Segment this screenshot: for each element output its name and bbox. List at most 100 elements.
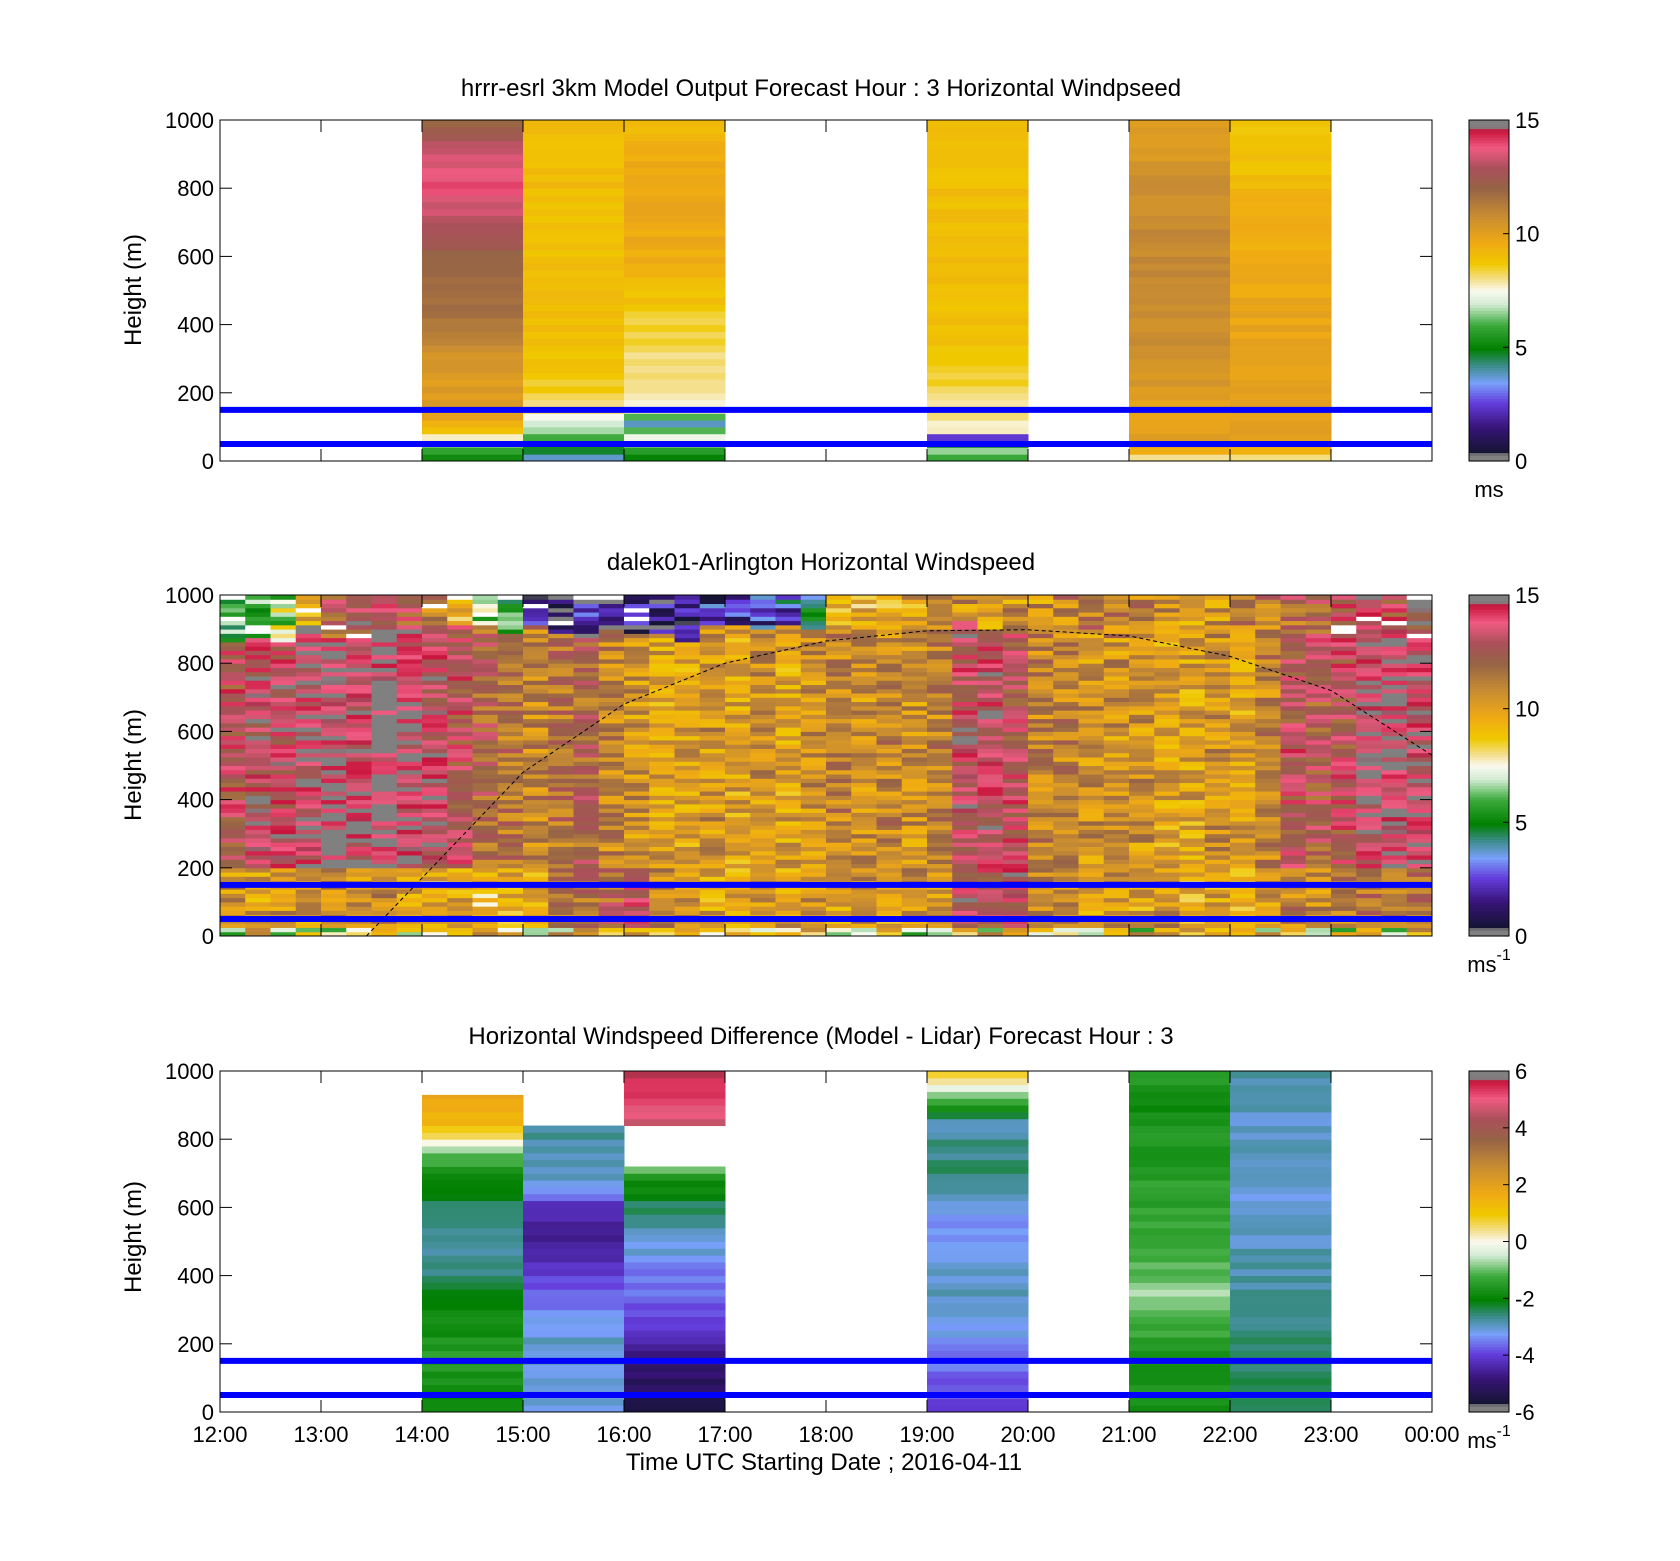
heatmap-cell xyxy=(598,816,625,822)
heatmap-cell xyxy=(800,637,827,643)
heatmap-cell xyxy=(775,855,802,860)
heatmap-cell xyxy=(1129,242,1231,251)
heatmap-cell xyxy=(927,1084,1029,1092)
heatmap-cell xyxy=(876,684,903,690)
heatmap-cell xyxy=(624,249,726,257)
heatmap-cell xyxy=(422,846,448,852)
heatmap-cell xyxy=(800,705,827,711)
colorbar-swatch xyxy=(1469,1241,1509,1245)
colorbar-swatch xyxy=(1469,1267,1509,1271)
heatmap-cell xyxy=(422,1330,524,1338)
heatmap-cell xyxy=(699,872,726,877)
heatmap-cell xyxy=(1255,680,1281,686)
heatmap-cell xyxy=(1204,675,1231,681)
heatmap-cell xyxy=(1356,735,1382,741)
heatmap-cell xyxy=(1028,867,1054,873)
heatmap-cell xyxy=(1331,795,1357,801)
heatmap-cell xyxy=(1154,607,1180,613)
heatmap-cell xyxy=(573,829,600,835)
heatmap-cell xyxy=(1230,1125,1332,1133)
heatmap-cell xyxy=(927,181,1029,189)
heatmap-cell xyxy=(624,607,650,613)
panel-lidar: dalek01-Arlington Horizontal Windspeed H… xyxy=(120,549,1539,977)
heatmap-cell xyxy=(422,680,448,686)
heatmap-cell xyxy=(1078,756,1105,762)
heatmap-cell xyxy=(624,816,650,822)
heatmap-cell xyxy=(548,684,574,690)
heatmap-cell xyxy=(1129,646,1155,651)
heatmap-cell xyxy=(699,850,726,856)
heatmap-cell xyxy=(1053,812,1079,818)
heatmap-cell xyxy=(1053,782,1079,788)
heatmap-cell xyxy=(927,599,953,605)
heatmap-cell xyxy=(1154,624,1180,630)
heatmap-cell xyxy=(1230,748,1256,754)
heatmap-cell xyxy=(548,778,574,784)
heatmap-cell xyxy=(1129,1146,1231,1154)
heatmap-cell xyxy=(1331,876,1357,882)
heatmap-cell xyxy=(1406,867,1433,873)
heatmap-cell xyxy=(396,791,423,796)
heatmap-cell xyxy=(725,607,751,613)
heatmap-cell xyxy=(396,855,423,860)
heatmap-cell xyxy=(1381,675,1408,681)
heatmap-cell xyxy=(1028,667,1054,673)
heatmap-cell xyxy=(396,752,423,758)
heatmap-cell xyxy=(775,680,802,686)
colorbar-swatch xyxy=(1469,165,1509,169)
heatmap-cell xyxy=(1129,1282,1231,1290)
heatmap-cell xyxy=(800,863,827,869)
heatmap-cell xyxy=(321,786,347,792)
heatmap-cell xyxy=(775,718,802,724)
heatmap-cell xyxy=(598,722,625,728)
heatmap-cell xyxy=(624,310,726,319)
heatmap-cell xyxy=(826,714,852,720)
heatmap-cell xyxy=(422,1350,524,1358)
heatmap-cell xyxy=(598,718,625,724)
heatmap-cell xyxy=(927,358,1029,367)
heatmap-cell xyxy=(573,705,600,711)
heatmap-cell xyxy=(422,701,448,707)
heatmap-cell xyxy=(1230,1105,1332,1113)
heatmap-cell xyxy=(1103,688,1130,694)
heatmap-cell xyxy=(977,842,1004,847)
colorbar-swatch xyxy=(1469,225,1509,229)
heatmap-cell xyxy=(472,658,499,664)
heatmap-cell xyxy=(876,842,903,847)
heatmap-cell xyxy=(624,331,726,339)
heatmap-cell xyxy=(447,684,473,690)
heatmap-cell xyxy=(245,816,271,822)
heatmap-cell xyxy=(624,872,650,877)
heatmap-cell xyxy=(1103,654,1130,660)
heatmap-cell xyxy=(851,752,877,758)
heatmap-cell xyxy=(1356,616,1382,622)
heatmap-cell xyxy=(624,1071,726,1079)
heatmap-cell xyxy=(295,744,322,749)
heatmap-cell xyxy=(1028,850,1054,856)
heatmap-cell xyxy=(523,650,549,656)
heatmap-cell xyxy=(523,1302,625,1311)
heatmap-cell xyxy=(1078,876,1105,882)
heatmap-cell xyxy=(699,693,726,698)
heatmap-cell xyxy=(826,812,852,818)
heatmap-cell xyxy=(548,727,574,732)
heatmap-cell xyxy=(674,739,701,745)
heatmap-cell xyxy=(1129,680,1155,686)
heatmap-cell xyxy=(876,897,903,903)
heatmap-cell xyxy=(952,688,978,694)
heatmap-cell xyxy=(1280,910,1307,916)
heatmap-cell xyxy=(1230,222,1332,230)
heatmap-cell xyxy=(1230,846,1256,852)
heatmap-cell xyxy=(523,160,625,169)
heatmap-cell xyxy=(624,324,726,332)
heatmap-cell xyxy=(270,748,297,754)
heatmap-cell xyxy=(1002,867,1029,873)
colorbar-swatch xyxy=(1469,1204,1509,1208)
colorbar-swatch xyxy=(1469,199,1509,204)
heatmap-cell xyxy=(422,748,448,754)
heatmap-cell xyxy=(523,167,625,176)
heatmap-cell xyxy=(927,846,953,852)
heatmap-cell xyxy=(977,761,1004,766)
colorbar-swatch xyxy=(1469,839,1509,843)
